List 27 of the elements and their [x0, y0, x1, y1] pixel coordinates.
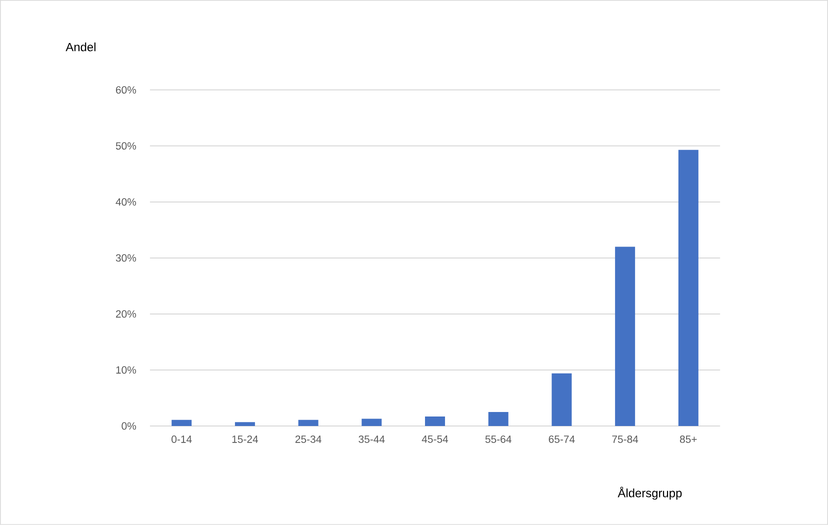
bar: [425, 416, 446, 426]
x-tick-label: 65-74: [548, 436, 575, 443]
bar: [488, 412, 508, 426]
y-tick-label: 40%: [116, 198, 136, 206]
x-tick-label: 35-44: [358, 436, 385, 443]
y-tick-label: 0%: [122, 422, 136, 430]
x-tick-label: 45-54: [422, 436, 448, 443]
y-tick-label: 30%: [116, 254, 136, 262]
x-tick-label: 15-24: [232, 436, 258, 443]
x-tick-label: 0-14: [172, 436, 192, 443]
bar: [172, 420, 192, 426]
y-tick-label: 50%: [116, 142, 136, 150]
bar: [362, 418, 382, 426]
x-tick-label: 55-64: [485, 436, 512, 443]
y-tick-label: 20%: [116, 310, 136, 318]
bar: [678, 150, 698, 426]
bar: [298, 420, 318, 426]
bar: [552, 373, 572, 426]
x-tick-label: 75-84: [612, 436, 638, 443]
bar: [234, 422, 255, 426]
x-tick-label: 25-34: [295, 436, 322, 443]
x-axis-title: Åldersgrupp: [618, 486, 682, 500]
y-tick-label: 60%: [116, 86, 136, 94]
bar: [615, 246, 636, 426]
y-axis-title: Andel: [66, 42, 96, 52]
x-tick-label: 85+: [680, 436, 697, 443]
y-tick-label: 10%: [116, 366, 136, 374]
